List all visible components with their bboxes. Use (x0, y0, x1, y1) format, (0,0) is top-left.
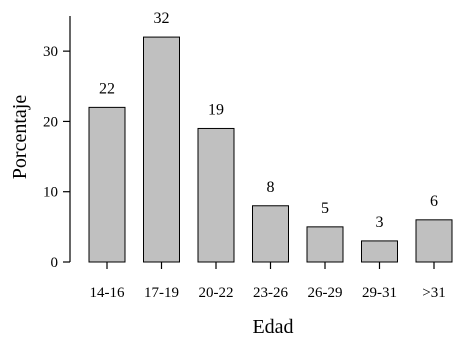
bars-group (88, 36, 453, 263)
bar->31 (415, 219, 453, 263)
x-tick-label: 14-16 (90, 285, 125, 301)
bar-29-31 (361, 240, 398, 263)
bar-14-16 (88, 106, 126, 263)
y-tick-label: 20 (43, 114, 58, 130)
x-tick-label: 23-26 (253, 285, 288, 301)
x-tick-label: 20-22 (199, 285, 234, 301)
x-tick-label: >31 (422, 285, 445, 301)
data-label: 5 (321, 200, 329, 217)
data-label: 32 (154, 10, 170, 27)
y-tick-label: 10 (43, 185, 58, 201)
y-axis-title: Porcentaje (9, 95, 31, 180)
data-label: 6 (430, 193, 438, 210)
y-tick-label: 30 (43, 44, 58, 60)
x-axis-title: Edad (252, 316, 293, 338)
y-ticks-group: 0 10 20 30 (43, 44, 70, 271)
x-ticks-group: 14-16 17-19 20-22 23-26 26-29 29-31 >31 (90, 262, 446, 301)
data-label: 19 (208, 101, 224, 118)
data-label: 3 (376, 214, 384, 231)
bar-17-19 (143, 36, 180, 263)
x-tick-label: 17-19 (144, 285, 179, 301)
data-label: 22 (99, 80, 115, 97)
data-label: 8 (267, 179, 275, 196)
bar-20-22 (197, 127, 235, 263)
x-tick-label: 26-29 (308, 285, 343, 301)
bar-23-26 (252, 205, 289, 263)
x-tick-label: 29-31 (362, 285, 397, 301)
y-tick-label: 0 (51, 255, 59, 271)
bar-26-29 (306, 226, 344, 263)
data-labels-group: 22 32 19 8 5 3 6 (99, 10, 438, 231)
